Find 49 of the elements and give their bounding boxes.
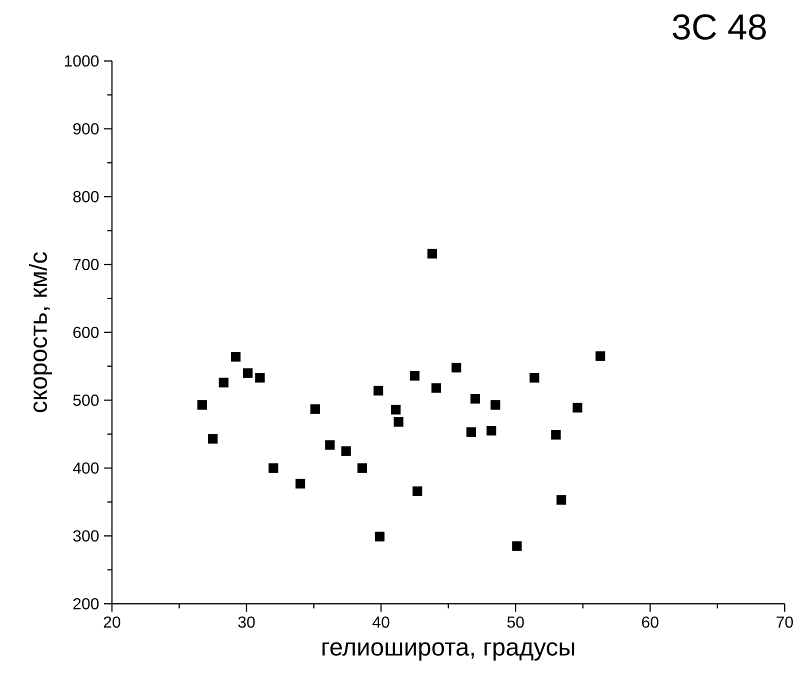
point — [466, 427, 476, 438]
y-tick-label: 500 — [73, 394, 99, 406]
point — [530, 373, 540, 383]
point — [341, 446, 351, 456]
y-tick-label: 900 — [73, 123, 99, 135]
point — [551, 430, 561, 440]
point — [431, 383, 442, 393]
y-tick-label: 300 — [73, 530, 99, 542]
point — [374, 386, 384, 396]
point — [218, 378, 228, 388]
point — [470, 394, 480, 404]
x-tick-label: 60 — [642, 616, 658, 628]
point — [243, 368, 253, 378]
point — [512, 541, 522, 552]
y-axis-title: скорость, км/с — [28, 252, 52, 412]
point — [427, 249, 437, 259]
point — [391, 405, 401, 415]
y-tick-label: 700 — [73, 258, 99, 270]
x-tick-label: 20 — [104, 616, 120, 628]
y-tick-label: 200 — [73, 598, 99, 610]
x-tick-label: 40 — [372, 616, 390, 628]
point — [325, 440, 335, 450]
point — [596, 351, 606, 362]
point — [230, 352, 241, 362]
x-tick-label: 50 — [507, 616, 524, 628]
y-tick-label: 400 — [72, 462, 99, 474]
x-tick-label: 30 — [238, 616, 255, 628]
point — [486, 426, 496, 436]
point — [572, 403, 582, 413]
point — [255, 373, 265, 383]
point — [296, 479, 306, 489]
y-tick-label: 600 — [73, 326, 99, 338]
point — [208, 434, 218, 444]
point — [197, 400, 207, 410]
point — [412, 486, 422, 496]
point — [410, 371, 420, 381]
point — [268, 463, 278, 473]
point — [357, 463, 368, 473]
point — [556, 495, 566, 505]
point — [374, 532, 384, 542]
x-axis-title: гелиоширота, градусы — [322, 642, 574, 661]
point — [394, 417, 404, 427]
y-tick-label: 800 — [73, 191, 99, 202]
y-tick-label: 1000 — [64, 55, 99, 67]
x-tick-label: 70 — [776, 616, 793, 628]
point — [452, 362, 462, 373]
point — [310, 404, 320, 414]
chart-title: 3C 48 — [672, 14, 766, 40]
point — [490, 400, 500, 410]
